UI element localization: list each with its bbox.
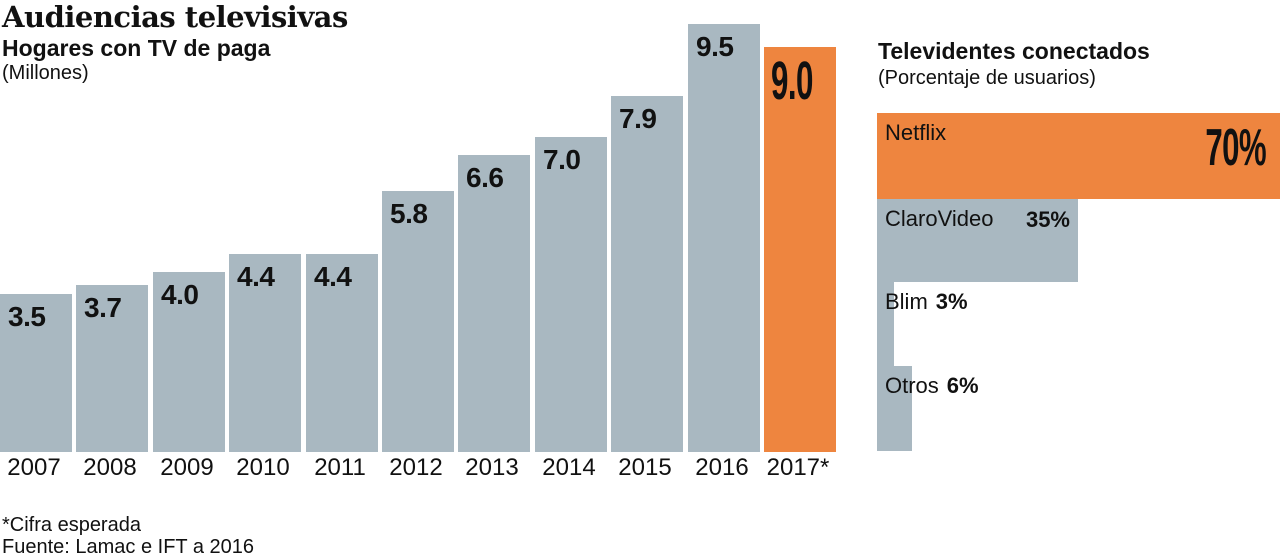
left-chart-unit: (Millones): [2, 62, 89, 84]
bar-value-netflix: 70%: [1205, 119, 1266, 177]
bar-2017*: [764, 47, 836, 452]
bar-2016: [688, 24, 760, 452]
left-chart-title: Hogares con TV de paga: [2, 35, 271, 61]
bar-label-netflix: Netflix: [885, 120, 947, 145]
bar-value-2010: 4.4: [237, 261, 275, 292]
bar-value-2011: 4.4: [314, 261, 352, 292]
bar-value-2013: 6.6: [466, 162, 504, 193]
footnote-expected-figure: *Cifra esperada: [2, 514, 141, 536]
bar-2010: [229, 254, 301, 452]
bar-2013: [458, 155, 530, 452]
right-chart-title: Televidentes conectados: [878, 38, 1150, 64]
bar-label-clarovideo: ClaroVideo: [885, 206, 994, 231]
bar-blim: [877, 282, 894, 366]
bar-value-2016: 9.5: [696, 31, 734, 62]
axis-label-2013: 2013: [465, 454, 519, 481]
bar-value-clarovideo: 35%: [1025, 207, 1070, 232]
bar-2008: [76, 285, 148, 452]
bar-2009: [153, 272, 225, 452]
axis-label-2010: 2010: [236, 454, 290, 481]
axis-label-2011: 2011: [314, 454, 366, 481]
bar-2007: [0, 294, 72, 452]
bar-value-2009: 4.0: [161, 279, 199, 310]
bar-value-2007: 3.5: [8, 301, 46, 332]
bar-value-2017*: 9.0: [771, 51, 813, 111]
axis-label-2009: 2009: [160, 454, 214, 481]
right-chart-unit: (Porcentaje de usuarios): [878, 67, 1096, 89]
axis-label-2008: 2008: [83, 454, 137, 481]
axis-label-2007: 2007: [7, 454, 61, 481]
axis-label-2017*: 2017*: [766, 454, 830, 481]
bar-value-2012: 5.8: [390, 198, 428, 229]
axis-label-2016: 2016: [695, 454, 749, 481]
axis-label-2015: 2015: [618, 454, 672, 481]
axis-label-2014: 2014: [542, 454, 596, 481]
bar-label-blim: Blim 3%: [885, 289, 968, 314]
bar-value-otros: 6%: [946, 373, 979, 398]
bar-value-2008: 3.7: [84, 292, 122, 323]
bar-2011: [306, 254, 378, 452]
bar-2014: [535, 137, 607, 452]
bar-2015: [611, 96, 683, 452]
bar-otros: [877, 366, 912, 451]
bar-2012: [382, 191, 454, 452]
axis-label-2012: 2012: [389, 454, 443, 481]
bar-netflix: [877, 113, 1280, 199]
bar-clarovideo: [877, 199, 1078, 282]
bar-value-2015: 7.9: [619, 103, 657, 134]
source-line: Fuente: Lamac e IFT a 2016: [2, 536, 255, 558]
bar-value-blim: 3%: [935, 289, 968, 314]
bar-value-2014: 7.0: [543, 144, 581, 175]
page-title: Audiencias televisivas: [2, 0, 348, 34]
bar-label-otros: Otros 6%: [885, 373, 979, 398]
